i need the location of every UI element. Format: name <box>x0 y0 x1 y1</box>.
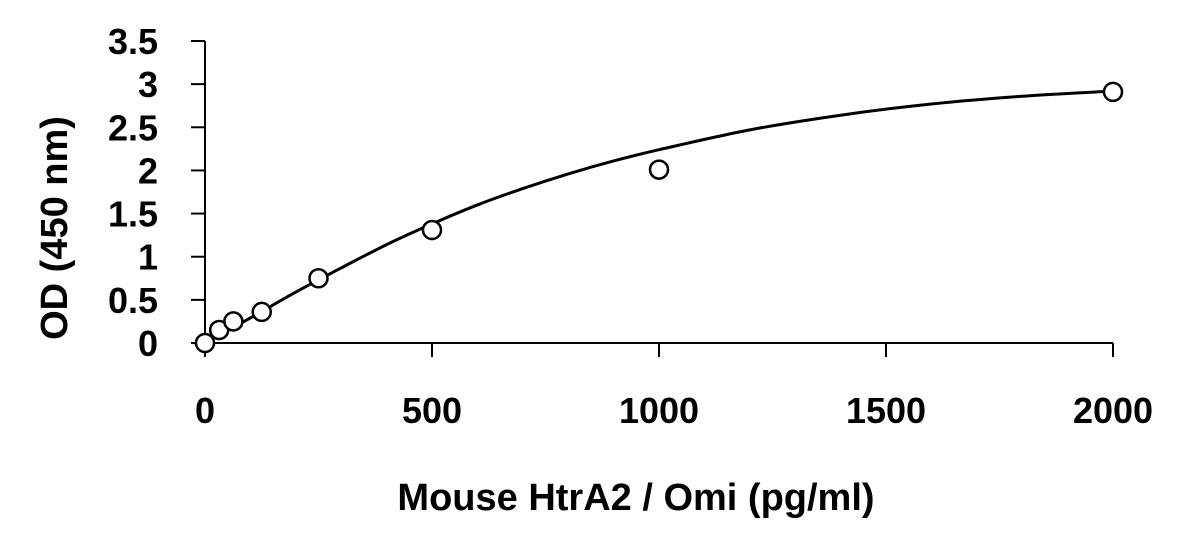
x-tick-label: 1500 <box>846 390 926 431</box>
y-tick-label: 2 <box>138 150 158 191</box>
x-axis-ticks: 0 500 1000 1500 2000 <box>195 343 1153 431</box>
x-tick-label: 0 <box>195 390 215 431</box>
x-tick-label: 2000 <box>1073 390 1153 431</box>
y-tick-label: 0 <box>138 323 158 364</box>
data-point <box>421 219 443 241</box>
data-point <box>223 311 244 332</box>
y-tick-label: 1.5 <box>108 194 158 235</box>
x-tick-label: 1000 <box>619 390 699 431</box>
y-axis-title: OD (450 nm) <box>34 116 76 340</box>
y-tick-label: 2.5 <box>108 107 158 148</box>
data-point <box>194 332 216 354</box>
data-point <box>1102 81 1124 103</box>
y-axis-ticks: 00.511.522.533.5 <box>108 21 205 364</box>
data-points <box>194 81 1124 354</box>
y-tick-label: 3.5 <box>108 21 158 62</box>
data-point <box>251 301 272 323</box>
y-tick-label: 1 <box>138 237 158 278</box>
y-tick-label: 0.5 <box>108 280 158 321</box>
fit-curve-line <box>204 89 1114 345</box>
y-tick-label: 3 <box>138 64 158 105</box>
x-tick-label: 500 <box>402 390 462 431</box>
x-axis-title: Mouse HtrA2 / Omi (pg/ml) <box>397 477 874 519</box>
data-point <box>648 159 670 180</box>
data-point <box>308 268 329 289</box>
